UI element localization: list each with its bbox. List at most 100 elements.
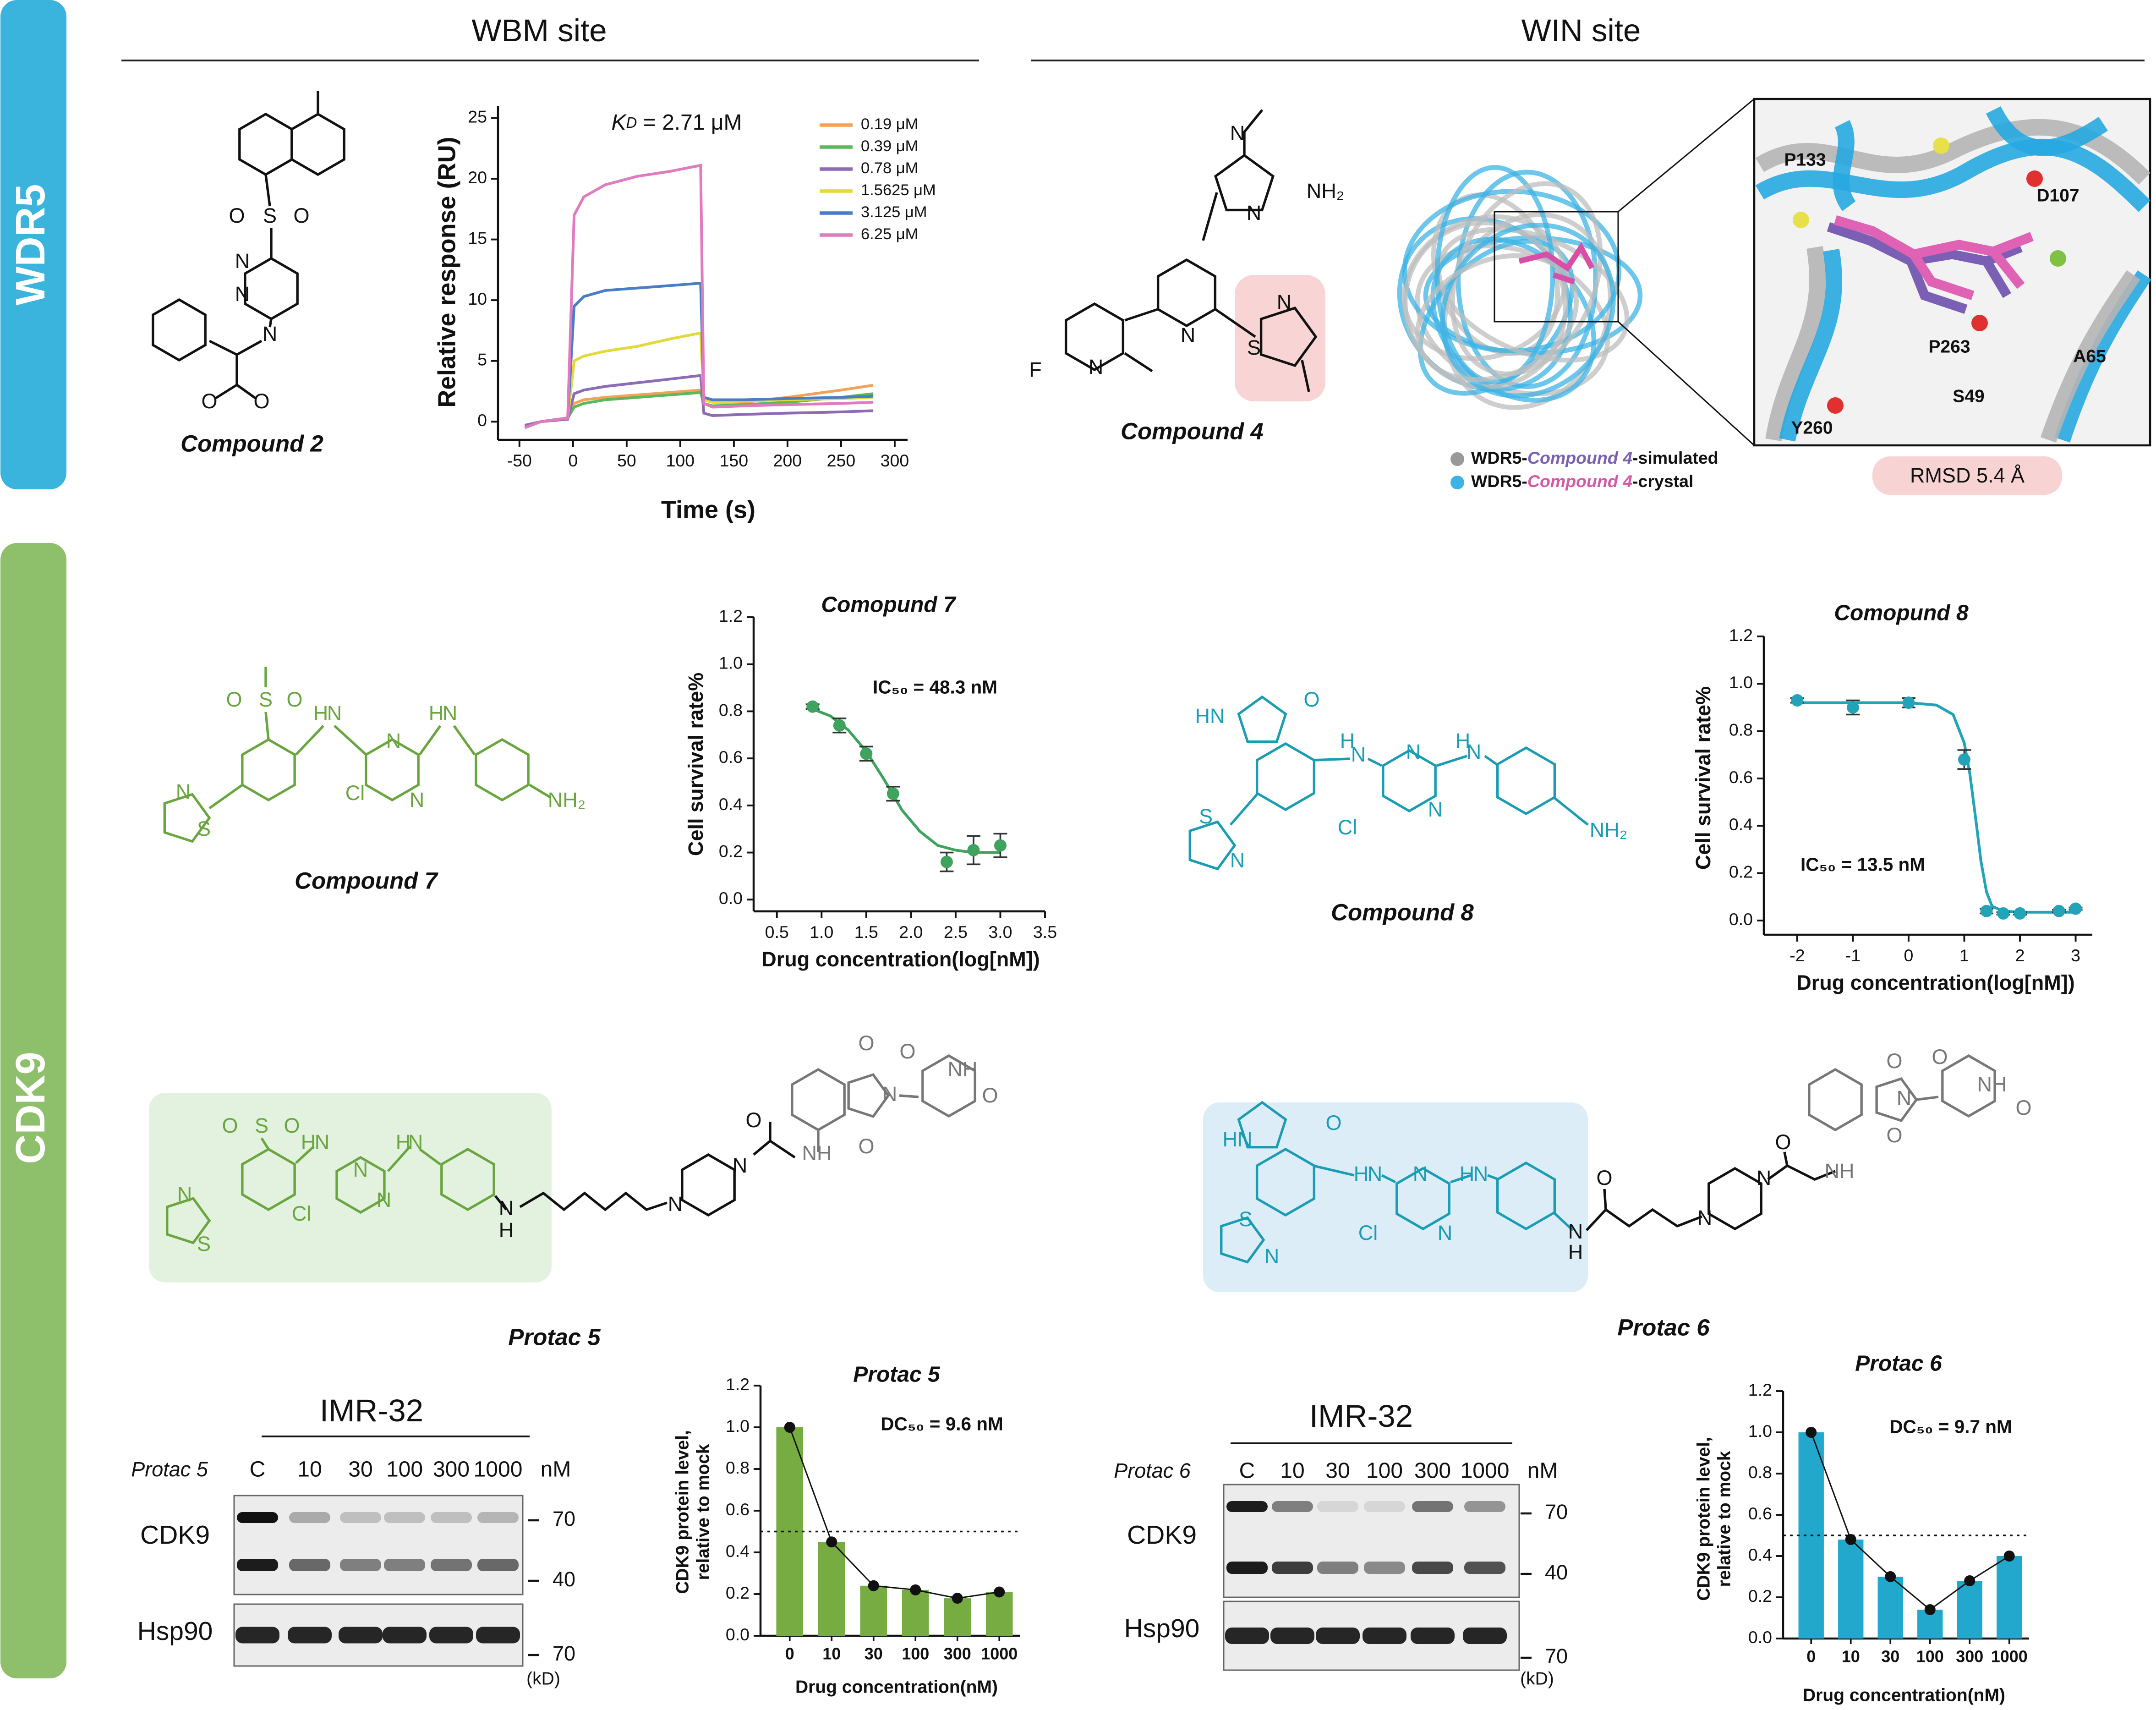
atom-label: O xyxy=(1932,1045,1948,1069)
band xyxy=(237,1559,278,1571)
protein-label: CDK9 xyxy=(140,1520,210,1550)
bar xyxy=(860,1585,887,1636)
x-tick-label: 1000 xyxy=(981,1644,1018,1663)
protein-label: CDK9 xyxy=(1127,1520,1197,1550)
y-axis-label: relative to mock xyxy=(1714,1451,1734,1587)
bond xyxy=(1202,192,1218,241)
bond xyxy=(1215,308,1256,338)
x-tick-label: 2 xyxy=(2015,946,2025,965)
x-tick-label: 30 xyxy=(865,1644,883,1663)
chart-title: Comopund 8 xyxy=(1834,601,1969,625)
y-tick-label: 0.8 xyxy=(719,700,743,719)
atom-label: N xyxy=(1089,355,1104,378)
ring xyxy=(1395,1167,1450,1231)
y-tick-label: 0.2 xyxy=(1729,862,1753,882)
point xyxy=(994,1586,1005,1598)
ribbon xyxy=(1755,138,2151,212)
chart: 0 5 10 15 20 25 -50 0 50 100 150 200 250 300 Time (s) R… xyxy=(433,106,936,523)
point xyxy=(1964,1575,1975,1586)
ring xyxy=(847,1073,890,1118)
y-tick-label: 0.0 xyxy=(726,1625,750,1644)
atom-label: N xyxy=(1568,1220,1583,1243)
ring xyxy=(1808,1068,1863,1132)
ribbon xyxy=(1415,253,1579,382)
legend-part: -simulated xyxy=(1632,448,1718,467)
y-tick-label: 0.8 xyxy=(1748,1463,1772,1482)
point xyxy=(806,700,819,713)
x-tick-label: 100 xyxy=(902,1644,929,1663)
atom-label: NH xyxy=(948,1058,978,1081)
atom-label: Cl xyxy=(345,781,365,805)
atom-sphere xyxy=(1793,212,1809,228)
atom-label: N xyxy=(733,1154,747,1177)
x-axis-label: Drug concentration(nM) xyxy=(1803,1685,2005,1705)
atom-label: N xyxy=(377,1188,392,1211)
y-tick-label: 5 xyxy=(477,350,487,369)
lane-label: 30 xyxy=(1325,1459,1350,1483)
lane-label: 30 xyxy=(348,1458,372,1482)
atom-label: O xyxy=(226,688,242,711)
chart: 0.0 0.2 0.4 0.6 0.8 1.0 1.2 Protac 6 Drug concen… xyxy=(1694,1352,2029,1705)
bond xyxy=(1313,1164,1355,1177)
ring xyxy=(1382,749,1437,813)
point xyxy=(1958,753,1970,766)
atom-label: O xyxy=(201,389,217,413)
bar xyxy=(944,1598,971,1636)
y-tick-label: 0.0 xyxy=(1729,910,1753,929)
legend-label: 0.78 μM xyxy=(861,159,918,177)
y-tick-label: 0.4 xyxy=(1748,1545,1772,1564)
atom-label: N xyxy=(882,1082,897,1106)
atom-label: H xyxy=(301,1130,316,1154)
ring xyxy=(1188,820,1237,871)
band xyxy=(289,1512,330,1523)
x-tick-label: 10 xyxy=(1842,1647,1860,1666)
x-tick-label: 30 xyxy=(1881,1647,1899,1666)
atom-label: N xyxy=(408,1130,423,1154)
bond xyxy=(264,712,270,740)
band xyxy=(1463,1628,1507,1644)
band xyxy=(1412,1562,1453,1574)
atom-label: N xyxy=(263,322,277,345)
ribbon xyxy=(1765,246,1826,441)
atom-label: N xyxy=(177,1183,192,1206)
bond xyxy=(899,1094,919,1098)
ligand-stick xyxy=(1827,222,2023,314)
section-label: CDK9 xyxy=(8,1052,54,1164)
chart-title: Comopund 7 xyxy=(821,593,957,617)
ring xyxy=(1214,153,1275,212)
atom-label: S xyxy=(197,1232,211,1255)
x-tick-label: 1000 xyxy=(1991,1647,2028,1666)
ring xyxy=(290,112,345,176)
ring xyxy=(1237,695,1287,743)
atom-label: NH₂ xyxy=(548,788,586,811)
legend-part: Compound 4 xyxy=(1527,448,1632,467)
marker-unit: (kD) xyxy=(1520,1669,1554,1688)
chart: 0.0 0.2 0.4 0.6 0.8 1.0 1.2 0.5 1.0 1.5 2.0 2.5 3.0 3… xyxy=(684,593,1057,971)
y-tick-label: 0.2 xyxy=(719,842,743,861)
atom-label: O xyxy=(2015,1096,2031,1119)
legend-label: WDR5-Compound 4-crystal xyxy=(1471,471,1693,491)
atom-label: NH xyxy=(802,1141,832,1165)
atom-label: O xyxy=(293,204,309,227)
bond xyxy=(1243,109,1264,155)
y-axis-label: Relative response (RU) xyxy=(433,137,460,407)
point xyxy=(833,719,846,732)
y-tick-label: 1.0 xyxy=(1748,1421,1772,1441)
marker-label: 70 xyxy=(1545,1500,1568,1524)
bond xyxy=(1783,1151,1789,1166)
y-tick-label: 0.0 xyxy=(719,888,743,908)
atom-label: H xyxy=(1354,1162,1369,1185)
ring xyxy=(1941,1054,1996,1118)
site-header: WIN site xyxy=(1521,13,1641,48)
marker-label: 70 xyxy=(553,1507,575,1530)
point xyxy=(1846,701,1859,714)
atom-label: N xyxy=(1264,1244,1280,1268)
atom-label: N xyxy=(353,1158,368,1181)
annotation-part: K xyxy=(612,110,627,135)
y-tick-label: 10 xyxy=(468,289,487,308)
x-tick-label: 300 xyxy=(1956,1647,1983,1666)
bond xyxy=(1553,796,1589,826)
y-axis-label: relative to mock xyxy=(693,1444,713,1580)
bond xyxy=(1381,1174,1396,1184)
